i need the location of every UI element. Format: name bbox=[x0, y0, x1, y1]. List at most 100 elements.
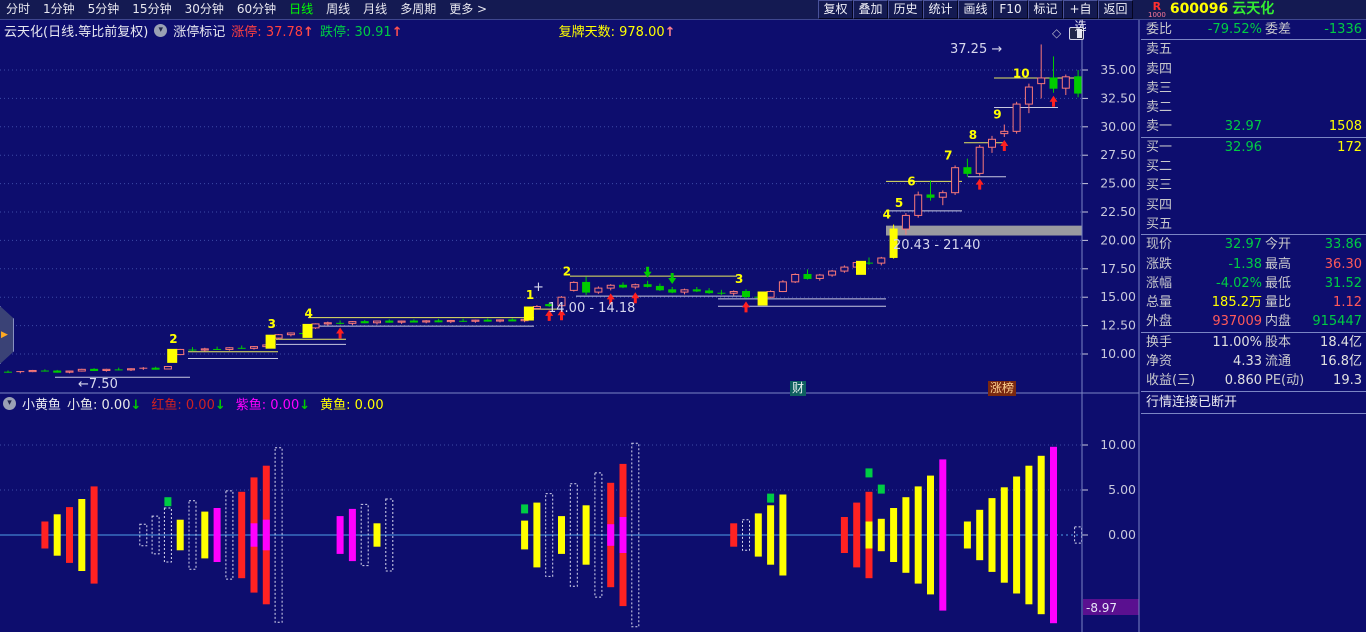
fish-bar-dotted bbox=[360, 503, 369, 567]
candle-body bbox=[619, 284, 627, 288]
fish-bar-dotted bbox=[139, 523, 148, 547]
tab-timeframe-1分钟[interactable]: 1分钟 bbox=[43, 2, 75, 16]
tab-timeframe-60分钟[interactable]: 60分钟 bbox=[236, 2, 277, 16]
limit-marker-number: 5 bbox=[895, 196, 903, 210]
buy-signal-arrow-icon bbox=[606, 293, 615, 305]
candle-body bbox=[914, 194, 923, 216]
limit-marker-number: 4 bbox=[883, 207, 891, 221]
toolbar-button-画线[interactable]: 画线 bbox=[958, 0, 993, 19]
toolbar-button-F10[interactable]: F10 bbox=[993, 0, 1028, 19]
chart-tag-财[interactable]: 财 bbox=[790, 381, 807, 396]
fish-bar bbox=[1000, 487, 1008, 583]
tab-timeframe-日线[interactable]: 日线 bbox=[289, 2, 314, 16]
indicator-header: ▾ 小黄鱼 小鱼: 0.00↓ 红鱼: 0.00↓ 紫鱼: 0.00↓ 黄鱼: 0.0… bbox=[3, 396, 394, 413]
indicator-axis-label: 0.00 bbox=[1108, 527, 1136, 542]
toolbar-button-历史[interactable]: 历史 bbox=[888, 0, 923, 19]
ask-row-卖五[interactable]: 卖五 bbox=[1146, 42, 1173, 58]
fish-bar bbox=[348, 508, 356, 562]
tab-timeframe-更多 >[interactable]: 更多 > bbox=[449, 2, 488, 16]
limit-marker-box bbox=[523, 306, 534, 321]
chart-tag-涨榜[interactable]: 涨榜 bbox=[988, 381, 1017, 396]
fish-bar bbox=[90, 486, 98, 584]
candle-body bbox=[742, 291, 750, 298]
limit-down-value: 30.91 bbox=[354, 24, 392, 40]
ask-row-卖二[interactable]: 卖二 bbox=[1146, 100, 1173, 116]
fish-bar bbox=[754, 513, 762, 557]
legend-entry: 黄鱼: 0.00 bbox=[320, 398, 384, 413]
split-window-icon[interactable] bbox=[1069, 26, 1085, 40]
bid-row-买五[interactable]: 买五 bbox=[1146, 216, 1173, 232]
quote-panel: 委比 -79.52% 委差 -1336 卖五 卖四 卖三 卖二 卖一 32.97 1508 … bbox=[1141, 0, 1366, 632]
collapse-chevron-icon[interactable]: ▾ bbox=[3, 397, 16, 410]
tab-timeframe-15分钟[interactable]: 15分钟 bbox=[132, 2, 172, 16]
collapse-chevron-icon[interactable]: ▾ bbox=[154, 23, 168, 37]
price-axis-label: 27.50 bbox=[1100, 147, 1136, 162]
fish-bar bbox=[41, 521, 49, 549]
candle-body bbox=[545, 304, 554, 307]
candle-body bbox=[422, 320, 431, 323]
quote-row-涨跌: 涨跌 -1.38 最高 36.30 bbox=[1146, 256, 1362, 272]
indicator-min-badge bbox=[1083, 599, 1139, 615]
fish-bar-dotted bbox=[545, 493, 554, 577]
bid-row-买一[interactable]: 买一 32.96 172 bbox=[1146, 139, 1362, 155]
toolbar-button-标记[interactable]: 标记 bbox=[1028, 0, 1063, 19]
tab-timeframe-月线[interactable]: 月线 bbox=[363, 2, 388, 16]
limit-marker-box bbox=[265, 334, 276, 349]
tab-timeframe-分时[interactable]: 分时 bbox=[6, 2, 31, 16]
candle-body bbox=[901, 214, 910, 230]
ask-row-卖三[interactable]: 卖三 bbox=[1146, 80, 1173, 96]
bid-row-买三[interactable]: 买三 bbox=[1146, 178, 1173, 194]
top-menubar: 分时 1分钟 5分钟 15分钟 30分钟 60分钟 日线 周线 月线 多周期 更多 > 复权 叠加 历史… bbox=[0, 0, 1366, 33]
toolbar-button-统计[interactable]: 统计 bbox=[923, 0, 958, 19]
candle-body bbox=[815, 274, 824, 279]
fish-green-dot bbox=[865, 468, 873, 478]
buy-signal-arrow-icon bbox=[975, 178, 984, 190]
bid-row-买二[interactable]: 买二 bbox=[1146, 159, 1173, 175]
diamond-icon[interactable]: ◇ bbox=[1052, 26, 1062, 40]
candle-body bbox=[1049, 77, 1058, 89]
candle-body bbox=[373, 320, 381, 324]
ask-row-卖一[interactable]: 卖一 32.97 1508 bbox=[1146, 119, 1362, 135]
candle-body bbox=[705, 290, 714, 294]
tab-timeframe-30分钟[interactable]: 30分钟 bbox=[184, 2, 224, 16]
ask-row-卖四[interactable]: 卖四 bbox=[1146, 61, 1173, 77]
fish-bar-dotted bbox=[274, 447, 283, 623]
toolbar-buttons: 复权 叠加 历史 统计 画线 F10 标记 +自选 返回 bbox=[818, 0, 1133, 33]
toolbar-button-+自选[interactable]: +自选 bbox=[1063, 0, 1098, 33]
fish-bar bbox=[853, 502, 861, 568]
candle-body bbox=[508, 319, 517, 322]
bid-row-买四[interactable]: 买四 bbox=[1146, 197, 1173, 213]
toolbar-button-返回[interactable]: 返回 bbox=[1098, 0, 1133, 19]
candle-body bbox=[1061, 76, 1070, 89]
limit-mark-toggle[interactable]: 涨停标记 bbox=[173, 24, 226, 40]
candle-body bbox=[323, 322, 332, 325]
chart-title: 云天化(日线.等比前复权) bbox=[4, 24, 149, 40]
candle-body bbox=[803, 273, 812, 279]
candle-body bbox=[988, 138, 996, 148]
fish-bar bbox=[533, 502, 541, 568]
candle-body bbox=[889, 228, 898, 258]
tab-timeframe-多周期[interactable]: 多周期 bbox=[400, 2, 437, 16]
candle-body bbox=[471, 319, 480, 322]
fish-bar bbox=[582, 505, 590, 565]
fish-bar-dotted bbox=[631, 442, 640, 628]
candle-body bbox=[951, 167, 960, 194]
fish-bar-dotted bbox=[151, 515, 160, 555]
candle-body bbox=[643, 284, 652, 287]
fish-bar bbox=[1013, 476, 1021, 594]
candle-body bbox=[250, 346, 258, 349]
quote-row-现价: 现价 32.97 今开 33.86 bbox=[1146, 237, 1362, 253]
tab-timeframe-周线[interactable]: 周线 bbox=[326, 2, 351, 16]
limit-marker-number: 9 bbox=[993, 108, 1001, 122]
margin-flag-1000: 1000 bbox=[1148, 10, 1166, 19]
quote-row-外盘: 外盘 937009 内盘 915447 bbox=[1146, 314, 1362, 330]
limit-up-value: 37.78 bbox=[265, 24, 304, 40]
chart-header: 云天化(日线.等比前复权) ▾ 涨停标记 涨停: 37.78↑ 跌停: 30.9… bbox=[4, 22, 676, 40]
stock-code: 600096 bbox=[1169, 1, 1229, 17]
limit-up-label: 涨停: bbox=[231, 24, 262, 40]
toolbar-button-叠加[interactable]: 叠加 bbox=[853, 0, 888, 19]
tab-timeframe-5分钟[interactable]: 5分钟 bbox=[87, 2, 120, 16]
toolbar-button-复权[interactable]: 复权 bbox=[818, 0, 853, 19]
